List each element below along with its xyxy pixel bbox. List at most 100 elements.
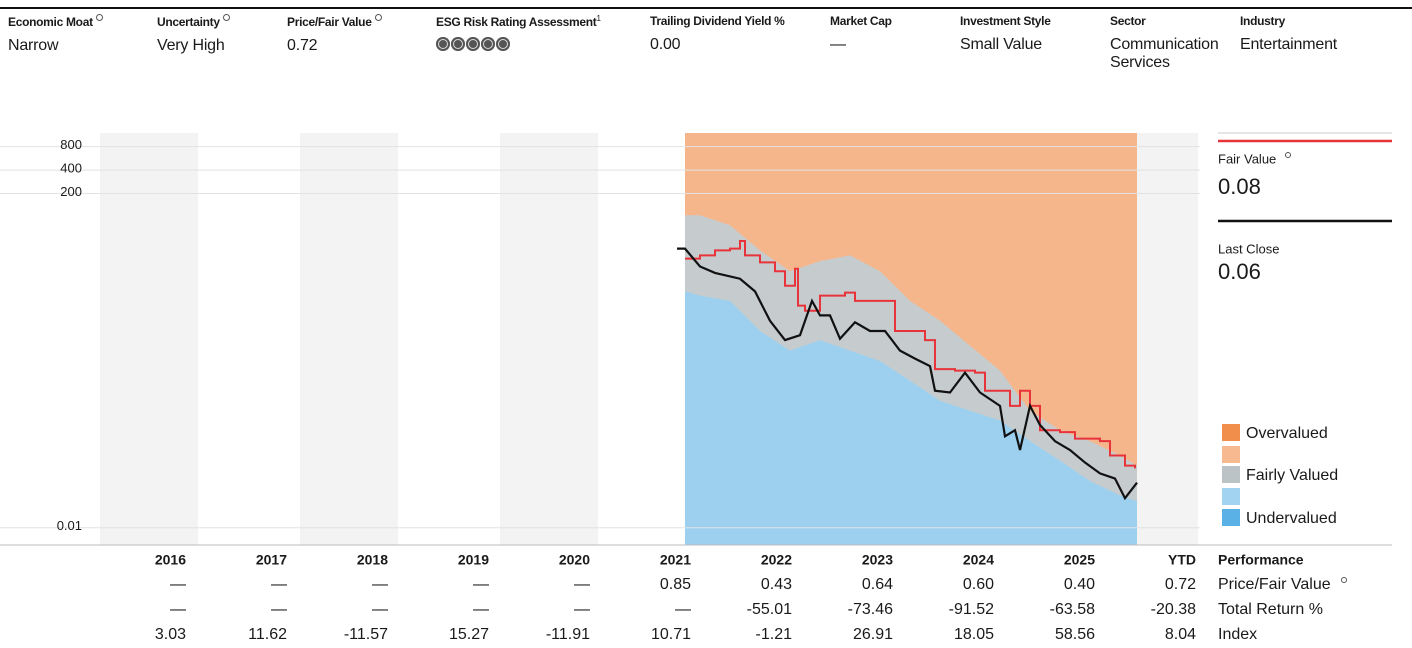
header-column: Uncertainty Very High [157, 14, 292, 55]
column-header: 2023 [862, 552, 893, 568]
table-cell: — [574, 576, 590, 593]
table-cell: — [675, 601, 691, 618]
table-cell: 58.56 [1055, 626, 1095, 643]
table-cell: 0.72 [1165, 576, 1196, 593]
info-icon [95, 14, 103, 21]
info-icon [1341, 577, 1347, 583]
legend-label: Overvalued [1246, 425, 1328, 442]
header-label: Market Cap [830, 14, 965, 28]
header-value: Very High [157, 37, 225, 54]
header-column: ESG Risk Rating Assessment1 [436, 14, 601, 56]
header-label: Investment Style [960, 14, 1095, 28]
globe-icon [481, 37, 495, 51]
column-header: 2021 [660, 552, 691, 568]
table-cell: — [473, 601, 489, 618]
header-column: Price/Fair Value 0.72 [287, 14, 422, 55]
table-cell: — [372, 601, 388, 618]
header-value: Small Value [960, 36, 1042, 53]
header-value: — [830, 36, 846, 53]
legend-swatch [1222, 466, 1240, 483]
table-cell: -20.38 [1151, 601, 1196, 618]
header-value: 0.72 [287, 37, 318, 54]
table-cell: 0.40 [1064, 576, 1095, 593]
label-text: Sector [1110, 14, 1146, 28]
column-header: 2018 [357, 552, 388, 568]
header-column: Trailing Dividend Yield % 0.00 [650, 14, 785, 54]
column-header: 2020 [559, 552, 590, 568]
column-header: 2024 [963, 552, 994, 568]
header-label: Uncertainty [157, 14, 292, 29]
price-line [677, 247, 1138, 501]
table-cell: — [574, 601, 590, 618]
table-cell: 8.04 [1165, 626, 1196, 643]
info-icon [1285, 152, 1291, 158]
table-cell: 0.85 [660, 576, 691, 593]
header-column: Market Cap — [830, 14, 965, 54]
year-column [300, 133, 398, 545]
table-cell: 0.64 [862, 576, 893, 593]
info-icon [374, 14, 382, 21]
header-label: Trailing Dividend Yield % [650, 14, 785, 28]
header-label: Sector [1110, 14, 1235, 28]
header-value: Narrow [8, 37, 59, 54]
table-cell: 0.60 [963, 576, 994, 593]
header-label: Industry [1240, 14, 1375, 28]
label-text: Price/Fair Value [287, 15, 372, 29]
table-cell: -11.57 [344, 626, 388, 643]
table-cell: 26.91 [853, 626, 893, 643]
table-cell: -1.21 [756, 626, 793, 643]
column-header: YTD [1168, 552, 1196, 568]
header-value: Entertainment [1240, 36, 1338, 53]
label-text: Industry [1240, 14, 1285, 28]
table-cell: 15.27 [449, 626, 489, 643]
header-column: Investment Style Small Value [960, 14, 1095, 54]
y-tick-label: 400 [60, 161, 82, 176]
band-area [685, 291, 1137, 545]
legend-swatch [1222, 424, 1240, 441]
table-cell: — [170, 601, 186, 618]
globe-icon [496, 37, 510, 51]
header-column: Industry Entertainment [1240, 14, 1375, 54]
table-cell: 10.71 [651, 626, 691, 643]
column-header: 2025 [1064, 552, 1095, 568]
table-cell: -55.01 [747, 601, 792, 618]
column-header: 2022 [761, 552, 792, 568]
table-cell: — [372, 576, 388, 593]
label-text: Uncertainty [157, 15, 220, 29]
legend-swatch [1222, 446, 1240, 463]
header-label: Economic Moat [8, 14, 143, 29]
table-label: Performance [1218, 552, 1304, 568]
row-label: Price/Fair Value [1218, 576, 1331, 593]
column-header: 2019 [458, 552, 489, 568]
header-value: 0.00 [650, 36, 681, 53]
legend-swatch [1222, 488, 1240, 505]
header-value: Communication Services [1110, 36, 1219, 71]
column-header: 2017 [256, 552, 287, 568]
table-cell: — [271, 576, 287, 593]
header-label: ESG Risk Rating Assessment1 [436, 14, 601, 29]
globe-icon [436, 37, 450, 51]
year-column [500, 133, 598, 545]
header-column: Sector Communication Services [1110, 14, 1235, 72]
legend-label: Undervalued [1246, 510, 1337, 527]
table-cell: 18.05 [954, 626, 994, 643]
table-cell: 3.03 [155, 626, 186, 643]
y-tick-label: 800 [60, 137, 82, 152]
table-cell: — [271, 601, 287, 618]
info-icon [222, 14, 230, 21]
price-line [685, 239, 1136, 469]
table-cell: — [473, 576, 489, 593]
header-column: Economic Moat Narrow [8, 14, 143, 55]
latest-value: 0.06 [1218, 259, 1261, 284]
table-cell: -73.46 [848, 601, 893, 618]
column-header: 2016 [155, 552, 186, 568]
table-cell: 11.62 [248, 626, 287, 643]
row-label: Index [1218, 626, 1257, 643]
table-cell: -63.58 [1050, 601, 1095, 618]
legend-label: Last Close [1218, 241, 1279, 256]
y-tick-label: 200 [60, 184, 82, 199]
globe-icon [466, 37, 480, 51]
table-cell: — [170, 576, 186, 593]
